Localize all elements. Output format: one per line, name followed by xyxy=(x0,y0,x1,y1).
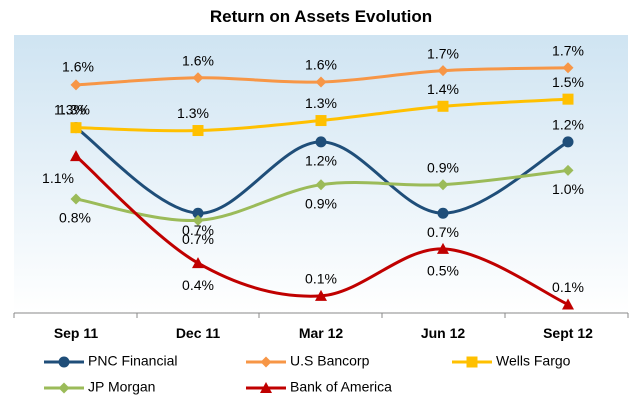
x-tick-label-2: Mar 12 xyxy=(299,325,344,341)
legend-label-bank-of-america: Bank of America xyxy=(290,379,392,395)
x-tick-label-3: Jun 12 xyxy=(421,325,466,341)
data-label-jp-morgan-3: 0.9% xyxy=(427,159,459,175)
point-u-s-bancorp-4 xyxy=(562,62,574,74)
data-label-wells-fargo-2: 1.3% xyxy=(305,95,337,111)
x-tick-label-0: Sep 11 xyxy=(54,325,99,341)
point-u-s-bancorp-2 xyxy=(315,76,327,88)
point-wells-fargo-3 xyxy=(437,100,449,112)
point-wells-fargo-2 xyxy=(315,115,327,127)
point-bank-of-america-2 xyxy=(315,289,327,301)
data-label-jp-morgan-4: 1.0% xyxy=(552,181,584,197)
data-label-bank-of-america-1: 0.4% xyxy=(182,277,214,293)
legend-label-jp-morgan: JP Morgan xyxy=(88,379,155,395)
point-u-s-bancorp-1 xyxy=(192,72,204,84)
point-pnc-financial-1 xyxy=(192,207,204,219)
point-wells-fargo-1 xyxy=(192,125,204,137)
data-label-pnc-financial-1: 0.7% xyxy=(182,222,214,238)
data-label-wells-fargo-3: 1.4% xyxy=(427,81,459,97)
point-bank-of-america-3 xyxy=(437,242,449,254)
legend-marker-wells-fargo xyxy=(466,356,478,368)
legend-marker-pnc-financial xyxy=(58,356,70,368)
data-label-pnc-financial-3: 0.7% xyxy=(427,224,459,240)
point-wells-fargo-4 xyxy=(562,93,574,105)
point-pnc-financial-3 xyxy=(437,207,449,219)
point-jp-morgan-2 xyxy=(315,179,327,191)
data-label-wells-fargo-4: 1.5% xyxy=(552,74,584,90)
point-jp-morgan-4 xyxy=(562,164,574,176)
point-u-s-bancorp-3 xyxy=(437,65,449,77)
data-label-bank-of-america-0: 1.1% xyxy=(42,170,74,186)
chart-title: Return on Assets Evolution xyxy=(210,7,432,26)
x-tick-label-1: Dec 11 xyxy=(176,325,221,341)
data-label-u-s-bancorp-2: 1.6% xyxy=(305,57,337,73)
point-jp-morgan-3 xyxy=(437,179,449,191)
legend-label-u-s-bancorp: U.S Bancorp xyxy=(290,353,370,369)
point-pnc-financial-4 xyxy=(562,136,574,148)
point-jp-morgan-1 xyxy=(192,214,204,226)
point-pnc-financial-2 xyxy=(315,136,327,148)
point-wells-fargo-0 xyxy=(70,122,82,134)
data-label-jp-morgan-0: 0.8% xyxy=(59,210,91,226)
data-label-bank-of-america-2: 0.1% xyxy=(305,271,337,287)
legend-label-pnc-financial: PNC Financial xyxy=(88,353,177,369)
data-label-jp-morgan-2: 0.9% xyxy=(305,195,337,211)
point-u-s-bancorp-0 xyxy=(70,79,82,91)
data-label-wells-fargo-1: 1.3% xyxy=(177,105,209,121)
data-label-u-s-bancorp-1: 1.6% xyxy=(182,52,214,68)
point-jp-morgan-0 xyxy=(70,193,82,205)
data-label-u-s-bancorp-4: 1.7% xyxy=(552,42,584,58)
point-bank-of-america-1 xyxy=(192,257,204,269)
legend-marker-bank-of-america xyxy=(260,382,272,393)
point-bank-of-america-0 xyxy=(70,150,82,162)
data-label-pnc-financial-4: 1.2% xyxy=(552,117,584,133)
legend-label-wells-fargo: Wells Fargo xyxy=(496,353,571,369)
data-label-pnc-financial-0: 1.3% xyxy=(58,101,90,117)
data-label-jp-morgan-1: 0.7% xyxy=(182,231,214,247)
x-tick-label-4: Sept 12 xyxy=(543,325,593,341)
data-label-pnc-financial-2: 1.2% xyxy=(305,153,337,169)
data-label-bank-of-america-3: 0.5% xyxy=(427,263,459,279)
data-label-u-s-bancorp-0: 1.6% xyxy=(62,59,94,75)
data-label-bank-of-america-4: 0.1% xyxy=(552,279,584,295)
legend-marker-jp-morgan xyxy=(58,382,70,394)
data-label-wells-fargo-0: 1.3% xyxy=(54,101,86,117)
point-bank-of-america-4 xyxy=(562,298,574,310)
data-label-u-s-bancorp-3: 1.7% xyxy=(427,45,459,61)
legend-marker-u-s-bancorp xyxy=(260,356,272,368)
